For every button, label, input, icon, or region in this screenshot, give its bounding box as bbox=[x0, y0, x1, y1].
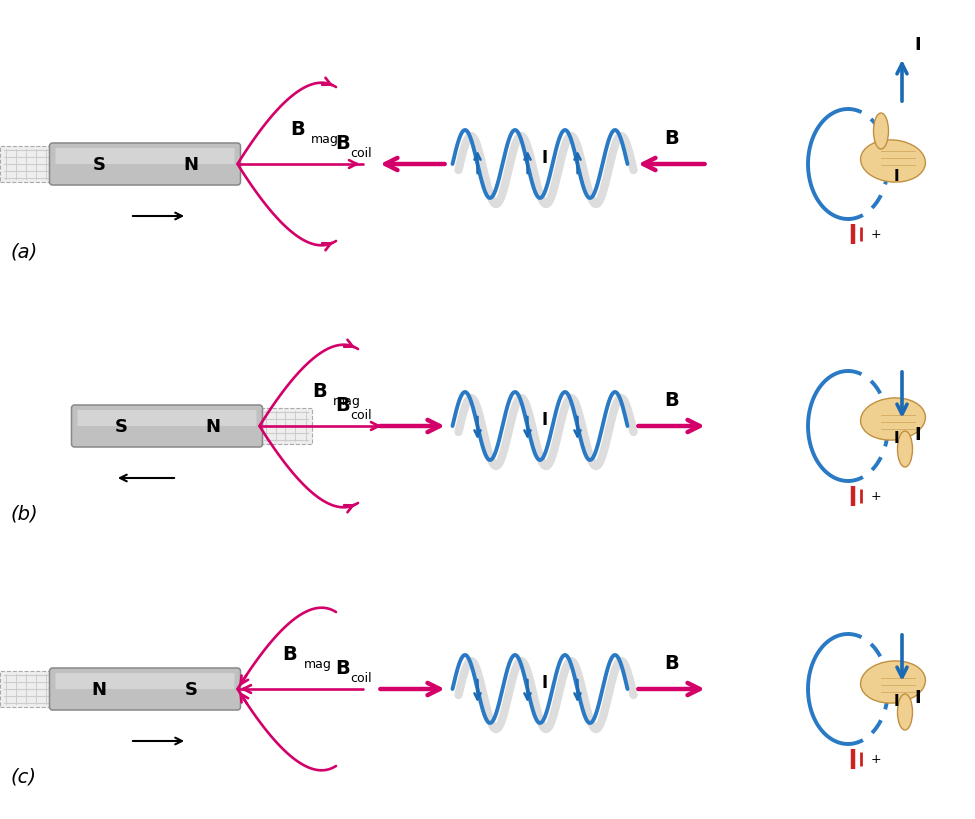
Text: S: S bbox=[114, 418, 128, 436]
Ellipse shape bbox=[861, 141, 925, 183]
Text: N: N bbox=[183, 156, 199, 174]
FancyBboxPatch shape bbox=[1, 672, 53, 707]
Text: I: I bbox=[914, 426, 920, 443]
Text: +: + bbox=[871, 229, 881, 242]
Text: I: I bbox=[914, 36, 920, 54]
Text: mag: mag bbox=[310, 133, 338, 146]
FancyBboxPatch shape bbox=[50, 144, 241, 186]
FancyBboxPatch shape bbox=[56, 149, 235, 165]
Text: mag: mag bbox=[332, 395, 361, 408]
Ellipse shape bbox=[898, 432, 913, 468]
Text: I: I bbox=[914, 688, 920, 706]
Text: $\mathbf{B}$: $\mathbf{B}$ bbox=[335, 133, 350, 153]
FancyBboxPatch shape bbox=[1, 147, 53, 183]
Text: +: + bbox=[871, 753, 881, 766]
Text: $\mathbf{B}$: $\mathbf{B}$ bbox=[290, 120, 305, 139]
Text: coil: coil bbox=[350, 672, 371, 684]
Text: $\mathbf{B}$: $\mathbf{B}$ bbox=[311, 382, 327, 400]
FancyBboxPatch shape bbox=[50, 668, 241, 710]
Text: coil: coil bbox=[350, 147, 371, 160]
Text: mag: mag bbox=[303, 657, 332, 670]
Text: $\mathbf{B}$: $\mathbf{B}$ bbox=[283, 645, 298, 663]
Text: I: I bbox=[894, 694, 900, 708]
Text: (a): (a) bbox=[10, 242, 37, 262]
Text: +: + bbox=[871, 490, 881, 503]
FancyBboxPatch shape bbox=[77, 410, 256, 427]
Text: $\mathbf{B}$: $\mathbf{B}$ bbox=[335, 658, 350, 677]
Text: I: I bbox=[894, 431, 900, 446]
Text: N: N bbox=[92, 680, 106, 698]
Text: B: B bbox=[664, 391, 679, 410]
Ellipse shape bbox=[898, 695, 913, 730]
Text: B: B bbox=[664, 129, 679, 147]
Text: I: I bbox=[542, 410, 548, 428]
Text: I: I bbox=[542, 673, 548, 691]
Text: S: S bbox=[93, 156, 105, 174]
Text: coil: coil bbox=[350, 409, 371, 422]
FancyBboxPatch shape bbox=[71, 405, 262, 447]
Text: B: B bbox=[664, 654, 679, 672]
Ellipse shape bbox=[861, 398, 925, 441]
Text: (b): (b) bbox=[10, 505, 38, 523]
Text: $\mathbf{B}$: $\mathbf{B}$ bbox=[335, 396, 350, 414]
Text: N: N bbox=[206, 418, 220, 436]
Text: (c): (c) bbox=[10, 767, 36, 786]
Text: S: S bbox=[184, 680, 198, 698]
Text: I: I bbox=[894, 170, 900, 184]
Text: I: I bbox=[542, 149, 548, 167]
Ellipse shape bbox=[874, 114, 888, 150]
Ellipse shape bbox=[861, 661, 925, 704]
FancyBboxPatch shape bbox=[259, 409, 311, 445]
FancyBboxPatch shape bbox=[56, 673, 235, 689]
